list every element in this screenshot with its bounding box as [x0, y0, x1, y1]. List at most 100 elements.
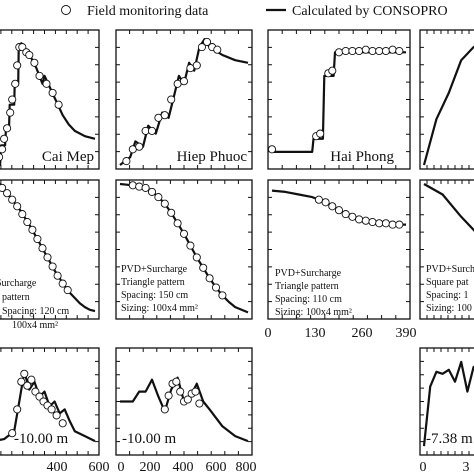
legend-calculated-label: Calculated by CONSOPRO — [292, 4, 448, 19]
x-tick-label: 800 — [236, 460, 257, 474]
observation-point — [172, 377, 181, 386]
observation-point — [202, 37, 212, 46]
observation-point — [355, 215, 364, 224]
observation-point — [30, 58, 39, 67]
observation-point — [63, 286, 72, 295]
x-tick-label: 130 — [305, 326, 326, 341]
legend: Field monitoring data Calculated by CONS… — [61, 4, 448, 19]
x-tick-label: 400 — [47, 460, 68, 474]
legend-observed-label: Field monitoring data — [87, 4, 209, 19]
x-tick-label: 0 — [118, 460, 125, 474]
observation-point — [8, 429, 17, 438]
observation-point — [25, 50, 34, 60]
observation-point — [33, 234, 42, 244]
observation-point — [47, 405, 56, 414]
x-tick-label: 0 — [265, 326, 272, 341]
observation-point — [58, 279, 67, 288]
observation-point — [135, 182, 144, 191]
observation-point — [334, 48, 344, 57]
observation-point — [368, 217, 377, 227]
x-tick-labels-r3c2: 0 200 400 600 800 — [118, 460, 257, 474]
annotation-line: Surcharge — [0, 278, 37, 289]
panel-label-hai-phong: Hai Phong — [330, 149, 394, 165]
observation-point — [167, 95, 176, 104]
annotation-line: PVD+Surcharge — [426, 264, 474, 275]
observation-point — [213, 45, 222, 54]
x-tick-labels-r3c4: 0 3 — [420, 460, 470, 474]
x-tick-label: 0 — [420, 460, 427, 474]
observation-point — [27, 375, 36, 384]
observation-point — [43, 253, 52, 262]
annotation-line: Spacing: 1 — [426, 290, 469, 301]
x-tick-label: 400 — [173, 460, 194, 474]
observation-point — [381, 46, 390, 56]
observation-point — [23, 381, 32, 390]
observation-point — [183, 395, 192, 404]
observation-point — [375, 219, 384, 228]
observation-point — [179, 77, 189, 86]
annotation-line: Sizing: 100x4 mm² — [275, 307, 352, 318]
observation-point — [147, 187, 157, 196]
legend-observed-marker — [61, 5, 71, 15]
observation-point — [35, 71, 44, 80]
observation-point — [173, 219, 182, 228]
observation-point — [192, 253, 201, 262]
panel-frame-r2c2 — [115, 179, 253, 320]
observation-point — [395, 46, 404, 56]
observation-point — [0, 183, 7, 192]
observation-point — [167, 208, 176, 217]
observation-point — [17, 377, 26, 386]
plot-layer — [0, 30, 474, 455]
calculated-curve-panel-10 — [120, 376, 249, 443]
observation-point — [38, 244, 47, 253]
observation-point — [164, 391, 173, 400]
observation-point — [395, 220, 404, 229]
x-tick-labels-r2c3: 0 130 260 390 — [265, 326, 417, 341]
observation-point — [197, 43, 206, 52]
observation-point — [0, 153, 4, 162]
observation-point — [20, 369, 29, 378]
panel-label-hiep-phuoc: Hiep Phuoc — [177, 149, 248, 165]
observation-point — [42, 79, 51, 88]
observation-point — [314, 195, 323, 204]
observation-point — [381, 219, 390, 228]
observation-point — [11, 79, 20, 88]
observation-point — [13, 202, 22, 211]
x-tick-label: 390 — [396, 326, 417, 341]
observation-point — [211, 283, 221, 292]
observation-point — [361, 45, 370, 54]
observation-point — [8, 195, 17, 204]
observation-point — [368, 46, 377, 56]
observation-point — [54, 100, 63, 109]
observation-point — [8, 95, 17, 104]
observation-point — [154, 193, 163, 202]
observation-point — [18, 210, 27, 219]
calculated-curve-panel-4 — [422, 45, 474, 166]
observation-point — [267, 145, 277, 154]
observation-point — [0, 145, 7, 154]
observation-point — [122, 157, 131, 166]
observation-point — [192, 61, 201, 70]
depth-label-r3c4: -7.38 m — [426, 431, 473, 447]
annotation-line: Triangle pattern — [275, 281, 339, 292]
observation-point — [160, 111, 169, 120]
observation-point — [186, 241, 195, 250]
observation-point — [341, 210, 350, 219]
observation-point — [179, 229, 189, 238]
observation-point — [147, 126, 157, 135]
x-tick-labels-r3c1: 400 600 — [47, 460, 110, 474]
observation-point — [191, 387, 200, 396]
observation-point — [13, 61, 22, 70]
x-tick-label: 600 — [89, 460, 110, 474]
observation-point — [328, 202, 337, 211]
annotation-r2c1: Surcharge pattern Spacing: 120 cm 100x4 … — [0, 278, 69, 331]
observation-point — [6, 108, 15, 117]
observation-point — [199, 263, 208, 272]
observation-point — [205, 274, 214, 283]
x-tick-label: 3 — [463, 460, 470, 474]
observation-point — [3, 189, 12, 198]
observation-point — [348, 46, 357, 56]
depth-label-r3c2: -10.00 m — [122, 431, 176, 447]
depth-label-r3c1: -10.00 m — [14, 431, 68, 447]
